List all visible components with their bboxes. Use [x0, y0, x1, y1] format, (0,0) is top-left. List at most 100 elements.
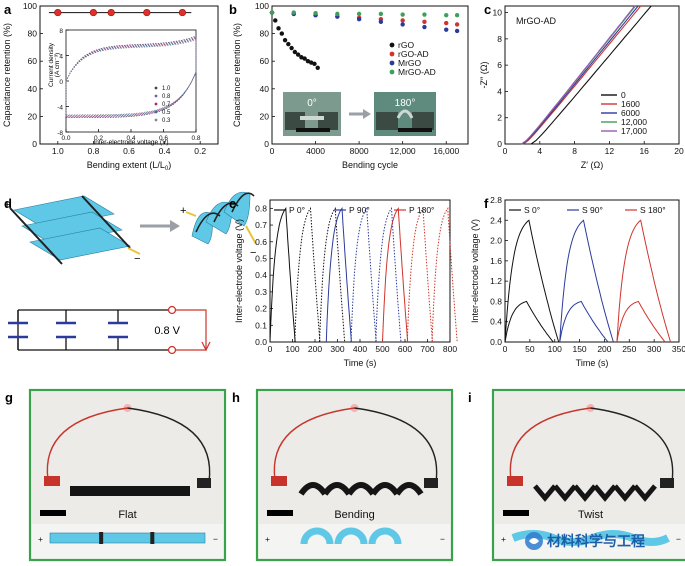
- x-tick-c-label: 16: [639, 146, 649, 156]
- red-wire: [46, 407, 128, 481]
- x-tick-b-label: 0: [270, 146, 275, 156]
- x-ticks-a: 1.0 0.8 0.6 0.4 0.2: [52, 141, 206, 156]
- legend-marker: [154, 94, 158, 98]
- panel-b: b 0 20 40 60 80 100 0 4000 8000 12,000 16,000 Cap…: [229, 1, 469, 170]
- x-tick-b-label: 8000: [350, 146, 369, 156]
- y-axis-label-b: Capacitance retention (%): [232, 23, 242, 127]
- watermark: 材料科学与工程: [525, 532, 645, 550]
- x-tick-a-label: 0.2: [194, 146, 206, 156]
- panel-label-a: a: [4, 2, 12, 17]
- y-tick-b-label: 20: [260, 111, 270, 121]
- voltage-label: 0.8 V: [154, 325, 180, 337]
- device-strip: [70, 486, 190, 496]
- x-tick-e-label: 800: [443, 344, 457, 354]
- x-axis-label-a: Bending extent (L/L0): [87, 160, 171, 172]
- x-tick-f-label: 200: [597, 344, 611, 354]
- y-tick-c-label: 6: [497, 60, 502, 70]
- legend-marker: [389, 42, 395, 48]
- legend-marker: [154, 110, 158, 114]
- device-strip: [346, 482, 376, 496]
- black-wire: [590, 407, 674, 483]
- inset-y-tick-label: 0: [59, 79, 63, 86]
- device-strip: [394, 482, 424, 496]
- device-strip: [322, 482, 352, 496]
- nyquist-curve-0: [530, 5, 652, 145]
- data-point-rGO: [289, 45, 294, 51]
- data-point-a: [178, 8, 186, 17]
- y-tick-a-label: 100: [23, 1, 37, 11]
- device-photos: g Flat + − h Bending + − i Twist + −: [5, 388, 685, 562]
- legend-entry: S 90°: [582, 205, 603, 215]
- nyquist-curves: [521, 5, 652, 145]
- data-points-a: [48, 8, 192, 17]
- bending-photo-0: 0°: [283, 92, 341, 136]
- plus-terminal-arched: +: [180, 205, 186, 217]
- legend-marker: [389, 60, 395, 66]
- gcd-curve-S 90°: [559, 219, 614, 343]
- data-point-rGO-AD: [444, 20, 449, 26]
- axes-frame-f: [504, 199, 680, 343]
- gcd-curve-P 180°: [382, 206, 409, 343]
- cv-curve: [65, 38, 197, 116]
- y-tick-a-label: 40: [28, 84, 38, 94]
- legend-entry: P 180°: [409, 205, 434, 215]
- minus-terminal: −: [440, 534, 445, 544]
- device-strip: [298, 482, 328, 496]
- x-tick-f-label: 0: [503, 344, 508, 354]
- inset-x-tick-label: 0.2: [94, 135, 103, 142]
- data-point-MrGO-AD: [269, 10, 275, 15]
- y-tick-c-label: 8: [497, 34, 502, 44]
- legend-marker: [389, 51, 395, 57]
- y-axis-label-c: -Z″ (Ω): [479, 62, 489, 89]
- capacitor-icons: [8, 321, 128, 339]
- bending-photo-180: 180°: [374, 92, 436, 136]
- terminal-node: [167, 305, 177, 315]
- y-tick-a-label: 80: [28, 29, 38, 39]
- panel-label-g: g: [5, 390, 13, 405]
- x-axis-label-c: Z′ (Ω): [581, 160, 603, 170]
- plus-terminal: +: [501, 534, 506, 544]
- data-point-rGO: [282, 37, 288, 43]
- gcd-curve-S 180°: [616, 300, 666, 343]
- scale-bar: [267, 510, 293, 516]
- inset-y-label: Current density: [48, 42, 55, 87]
- gcd-curve-S 0°: [504, 300, 554, 343]
- data-point-rGO-AD: [454, 22, 460, 27]
- legend-entry: 0.3: [162, 118, 171, 124]
- photo-panel-h: h Bending + −: [232, 388, 454, 562]
- inset-y-ticks: -8 -4 0 4 8: [57, 28, 69, 137]
- legend-entry: S 0°: [524, 205, 540, 215]
- inset-y-label-unit: (A cm⁻³): [54, 53, 61, 77]
- gcd-curve-P 0°: [294, 206, 321, 343]
- y-tick-f-label: 2.4: [490, 215, 502, 225]
- x-tick-e-label: 700: [420, 344, 434, 354]
- y-tick-f-label: 1.6: [490, 256, 502, 266]
- gcd-curve-S 180°: [616, 219, 671, 343]
- inset-x-tick-label: 0.8: [191, 135, 200, 142]
- cv-curve: [65, 37, 197, 117]
- device-strip: [633, 484, 657, 502]
- schematic-electrode: [49, 532, 206, 544]
- y-tick-e-label: 0.1: [255, 320, 267, 330]
- photo-label-180deg: 180°: [395, 98, 416, 109]
- y-tick-b-label: 80: [260, 29, 270, 39]
- axes-frame-e: [269, 199, 451, 343]
- data-points-b: [269, 10, 460, 70]
- y-tick-b-label: 100: [255, 1, 269, 11]
- x-tick-e-label: 400: [353, 344, 367, 354]
- y-tick-e-label: 0.6: [255, 237, 267, 247]
- data-point-MrGO: [356, 16, 362, 22]
- x-tick-c-label: 20: [674, 146, 684, 156]
- x-tick-a-label: 0.8: [87, 146, 99, 156]
- device-strip: [533, 484, 557, 502]
- panel-label-b: b: [229, 2, 237, 17]
- gcd-curve-P 0°: [319, 206, 346, 343]
- y-ticks-b: 0 20 40 60 80 100: [255, 1, 275, 149]
- schematic-electrode: [334, 527, 368, 545]
- y-axis-label-f: Inter-electrode voltage (V): [470, 219, 480, 323]
- y-tick-c-label: 0: [497, 139, 502, 149]
- data-point-rGO: [315, 65, 320, 70]
- plus-terminal: +: [265, 534, 270, 544]
- clip-icon: [44, 476, 60, 486]
